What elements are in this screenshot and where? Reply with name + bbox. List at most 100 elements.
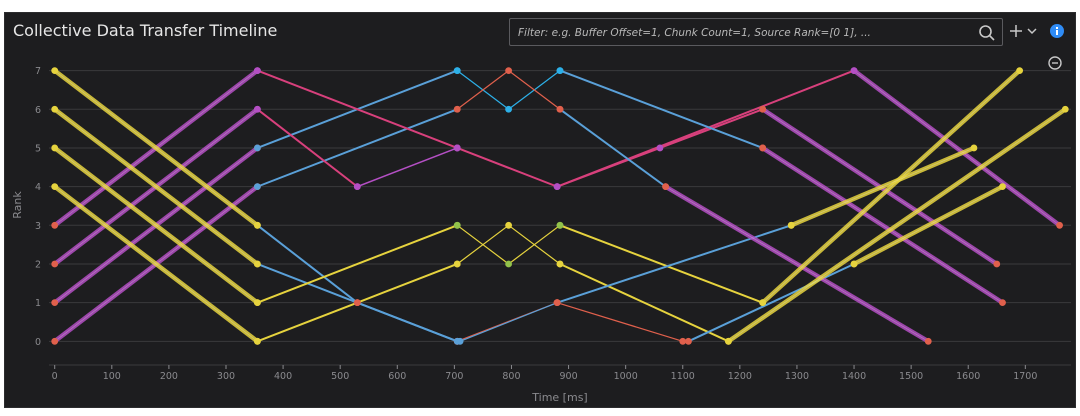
data-point-34-1 bbox=[999, 299, 1006, 307]
series-line-17 bbox=[456, 70, 561, 110]
series-line-36 bbox=[851, 68, 1062, 228]
data-point-17-1 bbox=[505, 105, 513, 113]
data-point-4-0 bbox=[51, 67, 59, 75]
data-point-19-0 bbox=[453, 221, 461, 229]
data-point-33-1 bbox=[993, 260, 1001, 268]
series-line-highlight-34 bbox=[762, 147, 1003, 303]
data-point-37-1 bbox=[1016, 67, 1024, 75]
series-line-19 bbox=[456, 224, 561, 265]
series-line-5 bbox=[52, 107, 260, 267]
series-line-9 bbox=[257, 108, 458, 188]
panel-title: Collective Data Transfer Timeline bbox=[13, 21, 278, 40]
data-point-36-1 bbox=[1056, 221, 1063, 229]
data-point-19-1 bbox=[505, 260, 513, 268]
data-point-0-0 bbox=[51, 337, 59, 345]
x-tick-label-100: 100 bbox=[103, 371, 121, 382]
add-filter-icon[interactable] bbox=[1008, 21, 1040, 41]
series-line-40 bbox=[851, 184, 1005, 267]
data-point-40-0 bbox=[850, 260, 858, 268]
series-line-highlight-5 bbox=[54, 109, 258, 265]
x-tick-label-200: 200 bbox=[160, 371, 178, 382]
data-point-3-0 bbox=[51, 221, 59, 229]
data-point-39-0 bbox=[787, 221, 795, 229]
data-point-27-0 bbox=[556, 105, 564, 113]
data-point-8-0 bbox=[253, 144, 261, 152]
zoom-out-icon[interactable] bbox=[1047, 55, 1063, 71]
data-point-33-0 bbox=[759, 105, 767, 113]
data-point-36-0 bbox=[850, 67, 858, 75]
search-icon[interactable] bbox=[978, 24, 996, 42]
filter-box[interactable] bbox=[509, 18, 1003, 46]
transfer-timeline-chart[interactable]: 0 1 2 3 4 5 6 7 0 100 200 300 400 500 600 700 800 900 1000… bbox=[5, 13, 1075, 407]
series-line-10 bbox=[256, 224, 458, 343]
series-line-15 bbox=[257, 224, 458, 304]
x-tick-label-700: 700 bbox=[445, 371, 463, 382]
series-line-38 bbox=[726, 107, 1068, 344]
data-point-25-0 bbox=[553, 183, 561, 191]
y-tick-label-2: 2 bbox=[35, 259, 41, 270]
data-point-18-0 bbox=[453, 105, 461, 113]
data-point-31-0 bbox=[553, 299, 561, 307]
series-line-28 bbox=[559, 224, 764, 304]
data-point-7-0 bbox=[51, 183, 59, 191]
x-axis-title: Time [ms] bbox=[531, 391, 587, 404]
series-line-6 bbox=[52, 145, 260, 305]
data-point-17-0 bbox=[453, 67, 461, 75]
data-point-16-0 bbox=[253, 337, 261, 345]
series-line-22 bbox=[459, 302, 558, 342]
data-point-29-0 bbox=[556, 260, 564, 268]
series-line-20 bbox=[456, 224, 561, 265]
y-tick-label-3: 3 bbox=[35, 221, 41, 232]
series-line-26 bbox=[559, 69, 764, 149]
data-point-23-0 bbox=[453, 144, 461, 152]
info-icon[interactable] bbox=[1049, 23, 1065, 39]
series-line-32 bbox=[688, 263, 855, 343]
series-line-14 bbox=[357, 147, 458, 188]
x-tick-label-1400: 1400 bbox=[842, 371, 866, 382]
y-axis-title: Rank bbox=[11, 191, 24, 219]
data-point-11-0 bbox=[253, 260, 261, 268]
data-point-26-0 bbox=[556, 67, 564, 75]
data-point-10-0 bbox=[253, 221, 261, 229]
data-point-34-0 bbox=[759, 144, 767, 152]
y-tick-label-7: 7 bbox=[35, 66, 41, 77]
series-line-highlight-4 bbox=[54, 70, 258, 226]
x-tick-label-1100: 1100 bbox=[671, 371, 695, 382]
series-line-27 bbox=[559, 108, 667, 188]
data-point-14-0 bbox=[353, 183, 361, 191]
series-line-25 bbox=[556, 69, 855, 188]
series-line-highlight-39 bbox=[791, 147, 975, 226]
data-point-39-1 bbox=[970, 144, 978, 152]
y-tick-label-4: 4 bbox=[35, 182, 41, 193]
x-tick-label-1000: 1000 bbox=[614, 371, 638, 382]
x-tick-label-900: 900 bbox=[559, 371, 577, 382]
data-point-12-0 bbox=[253, 105, 261, 113]
x-tick-label-800: 800 bbox=[502, 371, 520, 382]
series-line-30 bbox=[556, 302, 683, 342]
series-line-highlight-40 bbox=[853, 186, 1003, 265]
x-tick-label-1600: 1600 bbox=[956, 371, 980, 382]
series-line-18 bbox=[456, 70, 561, 110]
data-point-13-0 bbox=[253, 67, 261, 75]
x-tick-label-600: 600 bbox=[388, 371, 406, 382]
filter-input[interactable] bbox=[516, 23, 980, 43]
data-point-35-1 bbox=[924, 337, 932, 345]
timeline-panel: Collective Data Transfer Timeline 0 1 2 3 4 5… bbox=[4, 12, 1076, 408]
series-line-37 bbox=[760, 68, 1022, 305]
series-line-4 bbox=[52, 68, 260, 228]
data-point-30-1 bbox=[679, 337, 687, 345]
data-point-38-0 bbox=[725, 337, 732, 345]
data-point-18-1 bbox=[505, 67, 513, 75]
x-tick-label-1200: 1200 bbox=[728, 371, 752, 382]
series-line-highlight-6 bbox=[54, 147, 258, 303]
data-point-20-0 bbox=[453, 260, 461, 268]
series-line-7 bbox=[52, 184, 260, 344]
x-tick-label-1500: 1500 bbox=[899, 371, 923, 382]
data-point-32-0 bbox=[685, 337, 692, 345]
series-line-34 bbox=[760, 145, 1005, 305]
x-tick-label-300: 300 bbox=[217, 371, 235, 382]
series-line-highlight-35 bbox=[665, 186, 929, 342]
y-tick-label-5: 5 bbox=[35, 143, 41, 154]
x-tick-label-1700: 1700 bbox=[1013, 371, 1037, 382]
series-line-highlight-37 bbox=[762, 70, 1020, 303]
